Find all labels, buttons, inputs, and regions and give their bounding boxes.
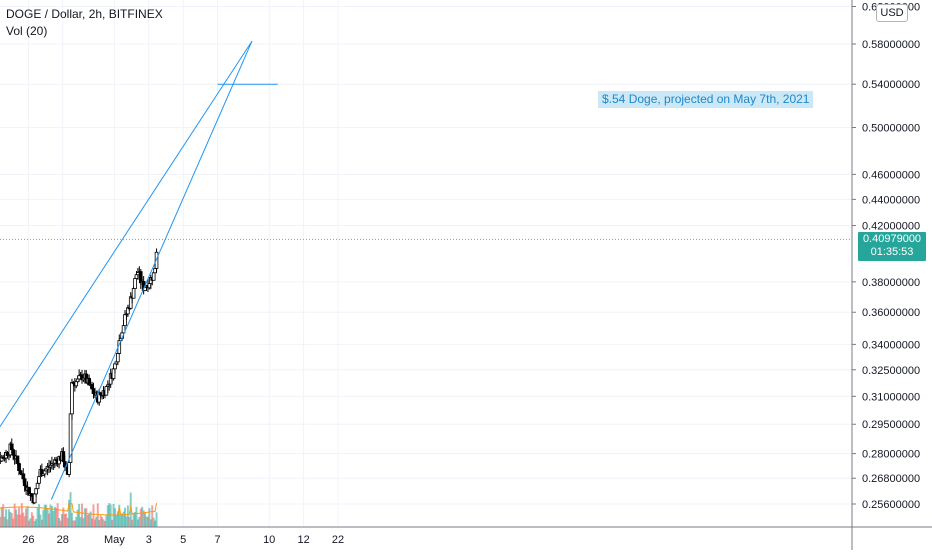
symbol-title[interactable]: DOGE / Dollar, 2h, BITFINEX bbox=[6, 6, 163, 23]
price-tick-label: 0.36000000 bbox=[862, 307, 920, 319]
trendline bbox=[51, 41, 252, 500]
time-tick-label: 3 bbox=[146, 534, 152, 546]
candle-body bbox=[152, 273, 155, 280]
chart-legend: DOGE / Dollar, 2h, BITFINEX Vol (20) bbox=[6, 6, 163, 40]
time-tick-label: 7 bbox=[215, 534, 221, 546]
time-tick-label: 10 bbox=[263, 534, 275, 546]
price-tick-label: 0.29500000 bbox=[862, 419, 920, 431]
price-tick-label: 0.46000000 bbox=[862, 169, 920, 181]
price-tick-label: 0.34000000 bbox=[862, 339, 920, 351]
price-tick-label: 0.26800000 bbox=[862, 473, 920, 485]
candle-body bbox=[71, 382, 74, 413]
price-tick-label: 0.28000000 bbox=[862, 449, 920, 461]
last-price-tag: 0.40979000 01:35:53 bbox=[858, 232, 926, 261]
trendline bbox=[0, 41, 252, 436]
price-tick-label: 0.38000000 bbox=[862, 277, 920, 289]
volume-bar bbox=[156, 512, 158, 527]
price-tick-label: 0.32500000 bbox=[862, 365, 920, 377]
price-tick-label: 0.50000000 bbox=[862, 122, 920, 134]
price-tick-label: 0.58000000 bbox=[862, 39, 920, 51]
candle-body bbox=[132, 289, 135, 299]
price-tick-label: 0.31000000 bbox=[862, 391, 920, 403]
time-tick-label: 26 bbox=[22, 534, 34, 546]
price-tick-label: 0.42000000 bbox=[862, 221, 920, 233]
last-price-value: 0.40979000 bbox=[858, 233, 926, 246]
bar-countdown: 01:35:53 bbox=[858, 246, 926, 259]
volume-indicator-label[interactable]: Vol (20) bbox=[6, 23, 163, 40]
time-tick-label: 28 bbox=[57, 534, 69, 546]
time-tick-label: May bbox=[104, 534, 125, 546]
price-tick-label: 0.44000000 bbox=[862, 194, 920, 206]
projection-annotation[interactable]: $.54 Doge, projected on May 7th, 2021 bbox=[598, 91, 813, 108]
time-tick-label: 12 bbox=[297, 534, 309, 546]
price-tick-label: 0.25600000 bbox=[862, 499, 920, 511]
price-tick-label: 0.54000000 bbox=[862, 79, 920, 91]
candle-body bbox=[35, 489, 38, 494]
currency-button[interactable]: USD bbox=[876, 4, 908, 22]
candle-body bbox=[68, 463, 71, 475]
time-tick-label: 5 bbox=[180, 534, 186, 546]
time-tick-label: 22 bbox=[332, 534, 344, 546]
candle-body bbox=[134, 279, 137, 289]
candle-body bbox=[116, 353, 119, 361]
